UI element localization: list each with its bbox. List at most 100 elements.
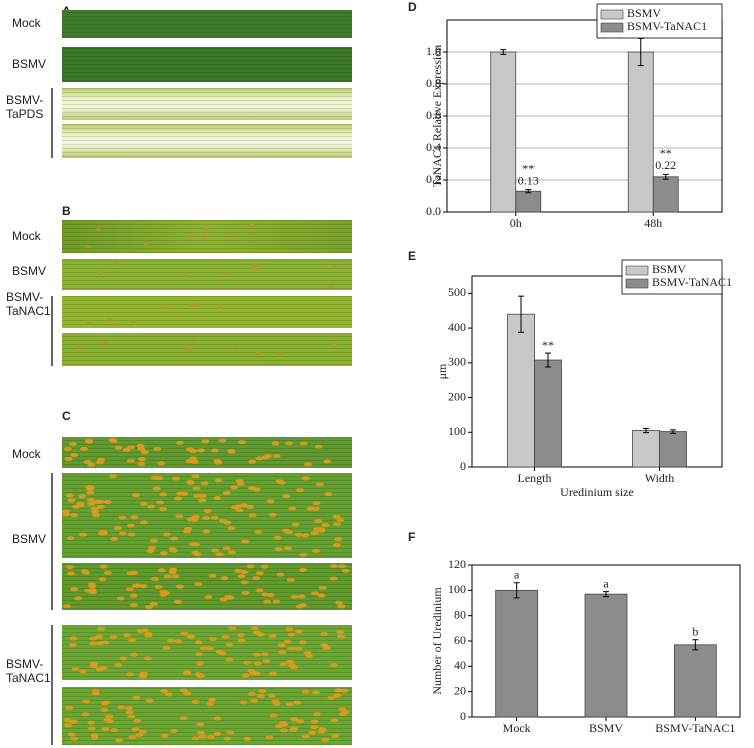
rust-pustule [138,457,147,462]
rust-pustule [78,494,87,499]
rust-pustule [333,265,339,269]
rust-pustule [256,694,265,699]
rust-pustule [294,646,303,651]
rust-pustule [321,737,330,742]
rust-pustule [162,306,168,310]
rust-pustule [241,539,250,544]
rust-pustule [191,699,200,704]
rust-pustule [222,546,231,551]
rust-pustule [80,446,89,451]
rust-pustule [298,640,307,645]
rust-pustule [131,727,140,732]
y-tick-label: 0.2 [426,172,441,186]
rust-pustule [136,443,145,448]
rust-pustule [114,662,123,667]
rust-pustule [130,515,139,520]
rust-pustule [99,530,108,535]
legend-swatch [600,22,624,33]
rust-pustule [252,671,261,676]
rust-pustule [105,719,114,724]
rust-pustule [137,446,146,451]
rust-pustule [171,574,180,579]
rust-pustule [191,514,200,519]
rust-pustule [323,459,332,464]
rust-pustule [288,663,297,668]
rust-pustule [201,439,210,444]
rust-pustule [204,595,213,600]
rust-pustule [333,522,342,527]
rust-pustule [260,652,269,657]
x-tick-label: Mock [503,721,531,735]
rust-pustule [329,576,338,581]
rust-pustule [100,707,109,712]
row-label: Mock [12,447,42,461]
rust-pustule [160,733,169,738]
rust-pustule [308,730,317,735]
rust-pustule [299,552,308,557]
leaf-veins [62,333,352,366]
rust-pustule [65,493,74,498]
rust-pustule [198,734,207,739]
rust-pustule [312,548,321,553]
leaf-veins [62,220,352,253]
rust-pustule [148,545,157,550]
rust-pustule [198,498,207,503]
rust-pustule [332,343,338,347]
data-label: 0.13 [518,173,539,187]
rust-pustule [129,602,138,607]
x-axis-label: Uredinium size [560,485,634,499]
rust-pustule [237,574,246,579]
rust-pustule [217,306,223,310]
rust-pustule [314,518,323,523]
rust-pustule [277,352,283,356]
rust-pustule [86,498,95,503]
rust-pustule [143,242,149,246]
rust-pustule [284,546,293,551]
rust-pustule [250,626,259,631]
y-tick-label: 400 [448,320,466,334]
rust-pustule [286,659,295,664]
rust-pustule [266,592,275,597]
rust-pustule [95,634,104,639]
rust-pustule [210,515,219,520]
row-label: Mock [12,229,42,243]
rust-pustule [135,732,144,737]
rust-pustule [193,493,202,498]
rust-pustule [299,567,308,572]
rust-pustule [129,652,138,657]
rust-pustule [233,345,239,349]
rust-pustule [255,588,264,593]
row-label: TaNAC1 [6,304,51,318]
y-tick-label: 0 [460,459,466,473]
rust-pustule [186,634,195,639]
rust-pustule [126,672,135,677]
rust-pustule [252,652,261,657]
row-label: BSMV [12,57,46,71]
rust-pustule [306,506,315,511]
rust-pustule [164,692,173,697]
rust-pustule [213,496,222,501]
row-label: Mock [12,16,42,30]
rust-pustule [79,532,88,537]
rust-pustule [269,713,278,718]
rust-pustule [294,532,303,537]
rust-pustule [140,628,149,633]
y-tick-label: 60 [454,633,466,647]
rust-pustule [138,729,147,734]
rust-pustule [157,568,166,573]
rust-pustule [256,632,265,637]
rust-pustule [91,509,100,514]
rust-pustule [159,506,168,511]
rust-pustule [63,604,72,609]
rust-pustule [147,504,156,509]
rust-pustule [248,459,257,464]
rust-pustule [171,476,180,481]
rust-pustule [191,736,200,741]
rust-pustule [173,599,182,604]
rust-pustule [272,454,281,459]
rust-pustule [264,453,273,458]
y-tick-label: 200 [448,389,466,403]
rust-pustule [262,659,271,664]
rust-pustule [95,460,104,465]
rust-pustule [254,529,263,534]
